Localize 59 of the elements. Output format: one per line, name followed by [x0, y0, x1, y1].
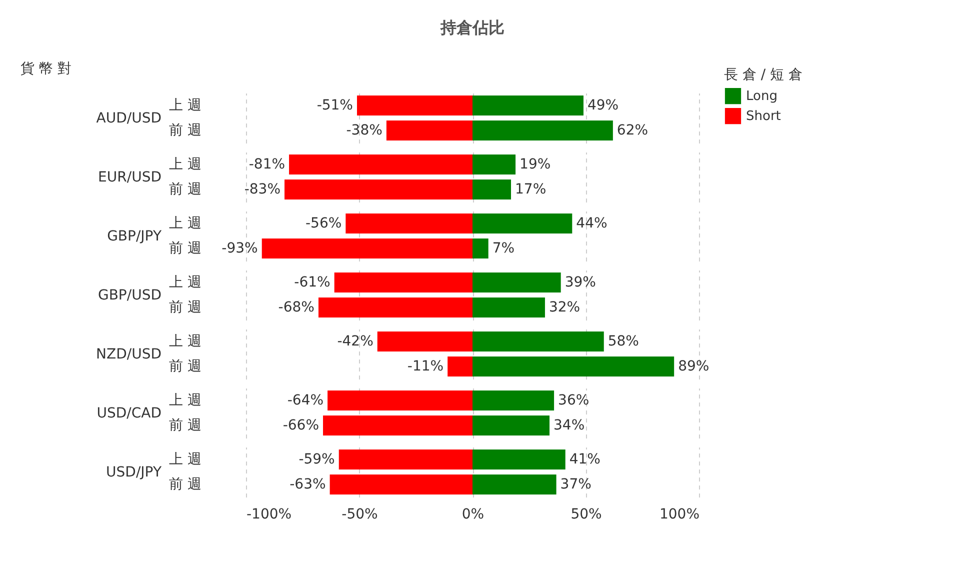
- y-tick-label: 前 週: [169, 418, 202, 434]
- data-label: -38%: [346, 122, 382, 138]
- data-label: -93%: [222, 240, 258, 256]
- data-label: -11%: [407, 358, 444, 374]
- legend-label: Short: [746, 109, 781, 124]
- data-label: 37%: [560, 476, 592, 492]
- y-tick-label: 前 週: [169, 300, 202, 316]
- y-axis-title: AUD/USD: [96, 110, 162, 126]
- y-axis-title: USD/JPY: [106, 464, 162, 480]
- y-axis-title: NZD/USD: [96, 346, 162, 362]
- x-tick-label: 0%: [462, 506, 484, 522]
- legend-title: 長 倉 / 短 倉: [724, 67, 803, 83]
- data-label: 19%: [520, 156, 551, 172]
- data-label: -63%: [290, 476, 326, 492]
- y-tick-label: 前 週: [169, 358, 202, 374]
- data-label: 32%: [548, 300, 580, 316]
- x-tick-label: 50%: [570, 506, 602, 522]
- data-label: -66%: [282, 418, 320, 434]
- y-tick-label: 上 週: [169, 98, 202, 114]
- y-tick-label: 前 週: [169, 122, 202, 138]
- data-label: 17%: [515, 182, 546, 198]
- data-label: -51%: [316, 98, 353, 114]
- data-label: 58%: [608, 334, 639, 350]
- data-label: -56%: [305, 216, 342, 232]
- legend-label: Long: [746, 89, 778, 104]
- y-axis-title: GBP/JPY: [107, 228, 162, 244]
- data-label: 39%: [564, 274, 596, 290]
- data-label: -83%: [244, 182, 281, 198]
- y-tick-label: 上 週: [169, 334, 202, 350]
- y-tick-label: 上 週: [169, 156, 202, 172]
- y-axis-title: EUR/USD: [98, 170, 162, 186]
- chart-title: 持倉佔比: [440, 18, 504, 37]
- data-label: 41%: [569, 452, 600, 468]
- data-label: 36%: [558, 392, 590, 408]
- data-label: -42%: [337, 334, 374, 350]
- y-axis-title: GBP/USD: [98, 288, 162, 304]
- data-label: -64%: [287, 392, 324, 408]
- y-tick-label: 上 週: [169, 274, 202, 290]
- data-label: -68%: [278, 300, 314, 316]
- data-label: 44%: [576, 216, 608, 232]
- x-tick-label: 100%: [659, 506, 700, 522]
- x-tick-label: -50%: [342, 506, 378, 522]
- y-tick-label: 前 週: [169, 476, 202, 492]
- data-label: 62%: [616, 122, 648, 138]
- data-label: -61%: [294, 274, 330, 290]
- data-label: 49%: [587, 98, 619, 114]
- y-tick-label: 上 週: [169, 216, 202, 232]
- data-label: 89%: [678, 358, 710, 374]
- y-tick-label: 上 週: [169, 452, 202, 468]
- data-label: -81%: [248, 156, 286, 172]
- data-label: -59%: [298, 452, 335, 468]
- y-tick-label: 前 週: [169, 182, 202, 198]
- y-axis-title: USD/CAD: [96, 406, 162, 422]
- text: 貨 幣 對: [20, 61, 72, 77]
- x-tick-label: -100%: [246, 506, 292, 522]
- y-tick-label: 上 週: [169, 392, 202, 408]
- data-label: 7%: [492, 240, 515, 256]
- y-tick-label: 前 週: [169, 240, 202, 256]
- data-label: 34%: [554, 418, 585, 434]
